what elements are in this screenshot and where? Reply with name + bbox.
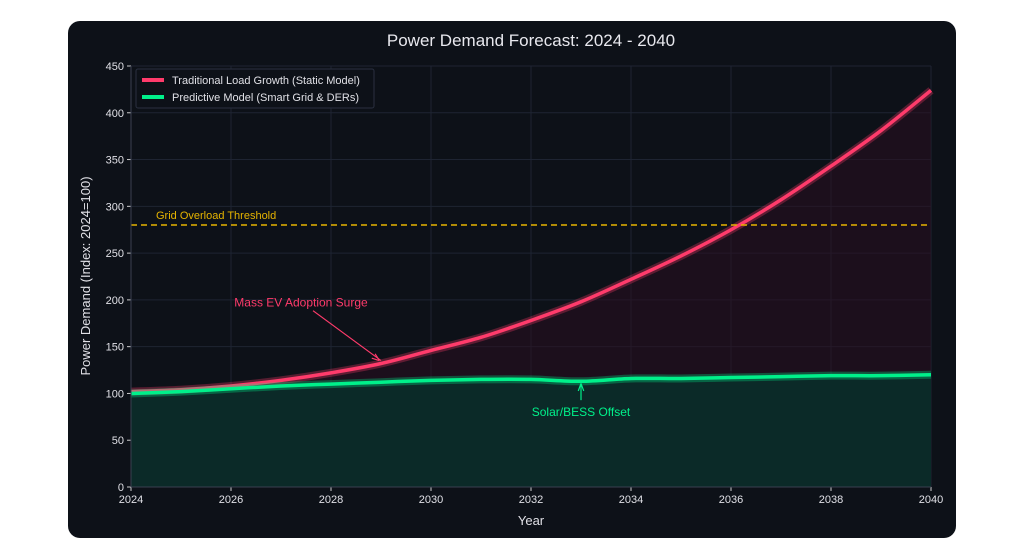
predictive-area xyxy=(131,374,931,487)
annotation-label: Mass EV Adoption Surge xyxy=(234,296,368,310)
y-tick-label: 150 xyxy=(106,342,124,354)
traditional-line xyxy=(130,88,933,394)
chart-title: Power Demand Forecast: 2024 - 2040 xyxy=(387,31,675,50)
y-tick-label: 50 xyxy=(112,435,124,447)
y-tick-label: 250 xyxy=(106,248,124,260)
x-tick-label: 2034 xyxy=(619,494,643,506)
threshold-label: Grid Overload Threshold xyxy=(156,210,276,222)
x-tick-label: 2028 xyxy=(319,494,343,506)
y-tick-label: 400 xyxy=(106,108,124,120)
x-tick-label: 2040 xyxy=(919,494,943,506)
x-tick-label: 2032 xyxy=(519,494,543,506)
arrowhead-icon xyxy=(371,353,380,362)
legend-label-predictive: Predictive Model (Smart Grid & DERs) xyxy=(172,92,359,104)
x-tick-label: 2024 xyxy=(119,494,143,506)
predictive-line xyxy=(130,372,932,396)
legend-label-traditional: Traditional Load Growth (Static Model) xyxy=(172,75,360,87)
arrowhead-icon xyxy=(577,383,585,392)
y-tick-label: 300 xyxy=(106,201,124,213)
x-tick-label: 2036 xyxy=(719,494,743,506)
x-axis-label: Year xyxy=(518,513,545,528)
y-tick-label: 350 xyxy=(106,155,124,167)
x-tick-label: 2038 xyxy=(819,494,843,506)
y-tick-label: 450 xyxy=(106,61,124,73)
annotation-label: Solar/BESS Offset xyxy=(532,405,631,419)
x-tick-label: 2030 xyxy=(419,494,443,506)
x-tick-label: 2026 xyxy=(219,494,243,506)
y-tick-label: 100 xyxy=(106,388,124,400)
annotation-arrow xyxy=(312,310,382,362)
y-tick-label: 0 xyxy=(118,482,124,494)
legend: Traditional Load Growth (Static Model) P… xyxy=(135,68,375,109)
y-tick-label: 200 xyxy=(106,295,124,307)
y-axis-label: Power Demand (Index: 2024=100) xyxy=(78,176,93,375)
